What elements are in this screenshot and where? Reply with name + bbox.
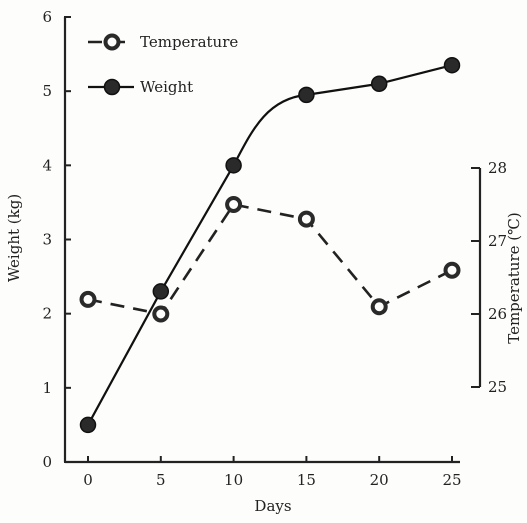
temperature-point [370, 298, 388, 316]
legend-temperature-label: Temperature [140, 33, 238, 51]
y-axis-label: Weight (kg) [5, 194, 23, 282]
weight-series-line [87, 64, 453, 426]
legend-weight-label: Weight [140, 78, 193, 96]
y-tick-label: 6 [42, 8, 52, 26]
y2-tick-label: 28 [488, 159, 507, 177]
temperature-point [297, 210, 315, 228]
x-axis-label: Days [254, 497, 291, 515]
y2-tick-label: 25 [488, 378, 507, 396]
weight-point [79, 416, 97, 434]
weight-point [443, 56, 461, 74]
temperature-point [152, 305, 170, 323]
y-tick-label: 4 [42, 156, 52, 174]
x-tick-label: 20 [370, 471, 389, 489]
y-tick-label: 1 [42, 379, 52, 397]
x-tick-label: 5 [156, 471, 166, 489]
y-tick-label: 0 [42, 453, 52, 471]
weight-point [152, 283, 170, 300]
temperature-point [79, 290, 97, 308]
temperature-point [225, 196, 243, 213]
weight-point [225, 157, 242, 174]
temperature-point [443, 261, 461, 279]
x-tick-label: 10 [224, 471, 243, 489]
weight-point [298, 86, 315, 104]
y2-tick-label: 26 [488, 305, 507, 323]
legend-weight-marker [103, 78, 121, 96]
x-tick-label: 25 [442, 471, 461, 489]
x-tick-label: 0 [83, 471, 93, 489]
y2-axis-label: Temperature (℃) [505, 212, 523, 344]
y2-tick-label: 27 [488, 232, 507, 250]
legend-temperature-marker [103, 33, 121, 51]
y-tick-label: 5 [42, 82, 52, 100]
x-tick-label: 15 [297, 471, 316, 489]
weight-point [370, 75, 388, 92]
y-tick-label: 2 [42, 305, 52, 323]
y-tick-label: 3 [42, 231, 52, 249]
temperature-series-line [87, 203, 453, 316]
